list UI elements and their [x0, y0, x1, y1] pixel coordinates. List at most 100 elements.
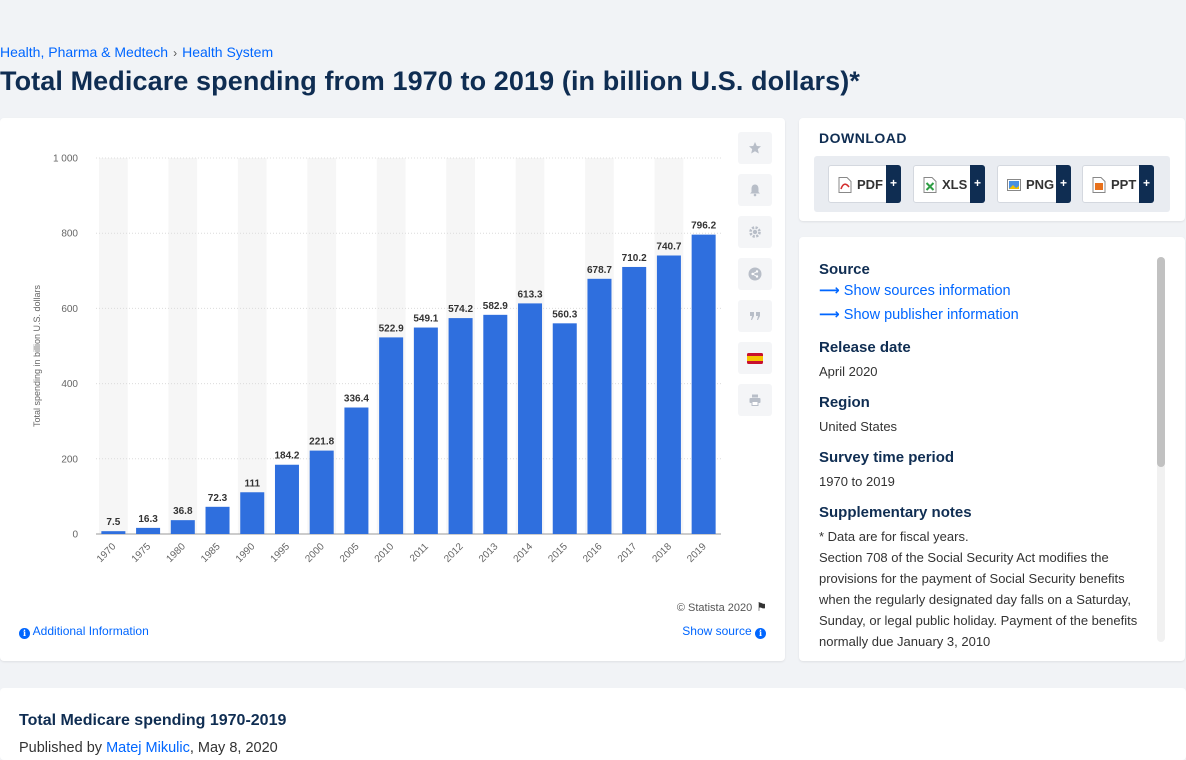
bar-2011 [413, 327, 438, 534]
x-tick-label: 2018 [651, 541, 675, 565]
y-tick-label: 800 [61, 229, 78, 240]
arrow-right-icon: ⟶ [819, 307, 840, 323]
data-label-2011: 549.1 [413, 314, 438, 325]
region-value: United States [819, 419, 898, 434]
language-button[interactable] [738, 342, 772, 374]
show-source-label: Show source [682, 624, 752, 638]
y-tick-label: 600 [61, 304, 78, 315]
share-button[interactable] [738, 258, 772, 290]
bar-2000 [309, 450, 334, 534]
png-plus-icon[interactable]: + [1056, 165, 1071, 203]
show-sources-link[interactable]: ⟶ Show sources information [819, 279, 1149, 303]
bar-2005 [344, 407, 369, 534]
data-label-2012: 574.2 [448, 304, 473, 315]
statistic-details-card: Source ⟶ Show sources information ⟶ Show p… [799, 237, 1185, 661]
breadcrumb-item-health-system[interactable]: Health System [182, 44, 274, 60]
survey-period-section: Survey time period 1970 to 2019 [819, 449, 1149, 492]
data-label-1995: 184.2 [274, 451, 299, 462]
top-bar [0, 0, 1186, 36]
author-link[interactable]: Matej Mikulic [106, 740, 190, 756]
data-label-2018: 740.7 [656, 241, 681, 252]
bar-2010 [379, 337, 404, 534]
region-section: Region United States [819, 394, 1149, 437]
favorite-button[interactable] [738, 132, 772, 164]
breadcrumb: Health, Pharma & Medtech › Health System [0, 44, 273, 60]
x-tick-label: 2019 [685, 541, 709, 565]
publish-date: , May 8, 2020 [189, 740, 278, 756]
x-tick-label: 1990 [234, 541, 258, 565]
print-button[interactable] [738, 384, 772, 416]
notification-button[interactable] [738, 174, 772, 206]
download-pdf-button[interactable]: PDF + [828, 165, 901, 203]
x-tick-label: 1980 [164, 541, 188, 565]
bar-2015 [552, 323, 577, 534]
release-date-value: April 2020 [819, 364, 878, 379]
gear-icon [749, 226, 761, 238]
bar-2018 [656, 255, 681, 534]
print-icon [749, 394, 761, 406]
supplementary-note-2: Section 708 of the Social Security Act m… [819, 550, 1138, 649]
data-label-1985: 72.3 [208, 493, 228, 504]
x-tick-label: 1970 [95, 541, 119, 565]
column-band [99, 158, 128, 534]
statistic-summary-card: Total Medicare spending 1970-2019 Publis… [0, 688, 1186, 760]
data-label-2010: 522.9 [379, 323, 404, 334]
ppt-plus-icon[interactable]: + [1139, 165, 1154, 203]
region-heading: Region [819, 394, 870, 411]
settings-button[interactable] [738, 216, 772, 248]
arrow-right-icon: ⟶ [819, 283, 840, 299]
bar-1980 [170, 520, 195, 534]
show-publisher-link[interactable]: ⟶ Show publisher information [819, 303, 1149, 327]
xls-plus-icon[interactable]: + [970, 165, 985, 203]
x-tick-label: 2012 [442, 541, 466, 565]
xls-label: XLS [942, 177, 968, 192]
details-scrollbar[interactable] [1157, 257, 1165, 642]
x-tick-label: 2013 [477, 541, 501, 565]
quote-icon [750, 312, 760, 320]
bell-icon [750, 184, 760, 197]
bar-1990 [240, 492, 265, 534]
bar-2016 [587, 278, 612, 534]
additional-information-link[interactable]: i Additional Information [19, 624, 149, 639]
column-band [168, 158, 198, 534]
x-tick-label: 2011 [408, 541, 431, 564]
y-tick-label: 0 [72, 530, 78, 541]
download-ppt-button[interactable]: PPT + [1082, 165, 1154, 203]
download-png-button[interactable]: PNG + [997, 165, 1071, 203]
x-tick-label: 2016 [581, 541, 605, 565]
pdf-plus-icon[interactable]: + [886, 165, 901, 203]
source-section: Source ⟶ Show sources information ⟶ Show p… [819, 261, 1149, 327]
bar-2012 [448, 318, 473, 534]
statistic-details: Source ⟶ Show sources information ⟶ Show p… [819, 261, 1149, 661]
statistic-summary-title: Total Medicare spending 1970-2019 [19, 712, 287, 729]
x-tick-label: 2000 [303, 541, 327, 565]
x-tick-label: 2014 [512, 541, 536, 565]
data-label-2016: 678.7 [587, 265, 612, 276]
download-xls-button[interactable]: XLS + [913, 165, 985, 203]
share-icon [748, 267, 762, 281]
bar-1970 [101, 531, 126, 534]
details-scrollbar-thumb[interactable] [1157, 257, 1165, 467]
png-label: PNG [1026, 177, 1055, 192]
additional-information-label: Additional Information [32, 624, 149, 638]
published-by-label: Published by [19, 740, 103, 756]
pdf-file-icon [838, 177, 852, 193]
breadcrumb-item-health[interactable]: Health, Pharma & Medtech [0, 44, 169, 60]
chart-card: 0 200 400 600 800 1 000 Total spending in bill… [0, 118, 785, 661]
copyright-text: © Statista 2020 [676, 602, 753, 614]
download-button-strip: PDF + XLS + PNG + PPT + [814, 156, 1170, 212]
data-label-1990: 111 [244, 478, 260, 489]
report-flag-icon[interactable]: ⚑ [756, 600, 767, 614]
ppt-file-icon [1092, 177, 1106, 193]
spain-flag-icon [747, 352, 763, 364]
cite-button[interactable] [738, 300, 772, 332]
bar-2014 [518, 303, 543, 534]
page-title: Total Medicare spending from 1970 to 201… [0, 66, 860, 96]
show-source-link[interactable]: Show source i [682, 624, 766, 639]
x-tick-label: 2015 [546, 541, 570, 565]
png-file-icon [1007, 179, 1021, 191]
survey-period-heading: Survey time period [819, 449, 955, 466]
supplementary-notes-section: Supplementary notes * Data are for fisca… [819, 504, 1149, 652]
download-card: DOWNLOAD PDF + XLS + PNG + PPT + [799, 118, 1185, 221]
x-tick-label: 1985 [199, 541, 223, 565]
